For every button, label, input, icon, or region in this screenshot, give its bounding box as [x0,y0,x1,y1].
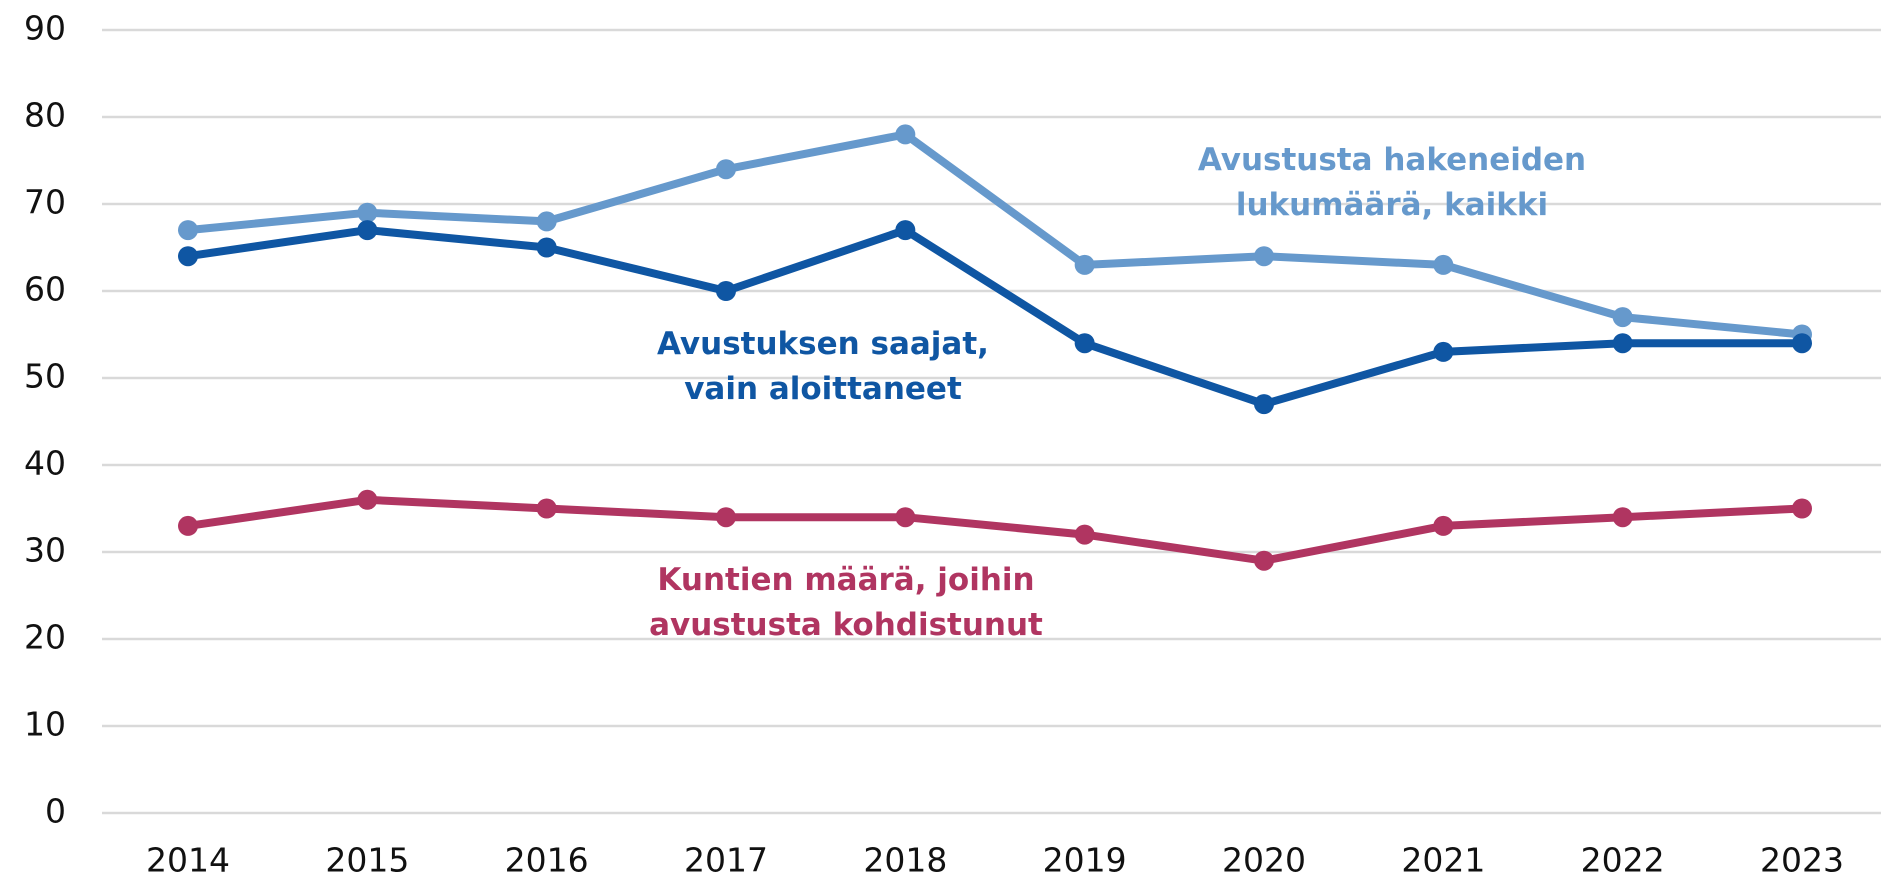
marker [536,498,557,519]
marker [716,281,736,301]
marker [895,124,916,145]
series-line [187,495,1803,565]
series-label: Avustusta hakeneiden lukumäärä, kaikki [1197,142,1587,223]
y-tick-label: 30 [24,531,66,570]
series-line [187,130,1803,339]
series-label: Avustuksen saajat, vain aloittaneet [657,326,989,407]
marker [1254,550,1274,571]
y-tick-label: 50 [24,357,66,396]
x-tick-label: 2019 [1043,841,1127,880]
y-tick-label: 20 [24,618,66,657]
x-tick-label: 2022 [1581,841,1665,880]
marker [178,246,198,267]
x-tick-label: 2018 [863,841,947,880]
x-tick-label: 2014 [146,841,230,880]
marker [1792,498,1812,519]
marker [536,211,557,232]
marker [357,202,378,223]
y-tick-label: 80 [24,96,66,135]
x-tick-label: 2015 [325,841,409,880]
y-tick-label: 60 [24,270,66,309]
marker [1254,246,1274,267]
marker [1254,394,1274,415]
marker [357,489,378,510]
marker [1433,515,1454,536]
marker [1792,333,1812,354]
x-tick-label: 2016 [505,841,589,880]
y-tick-label: 90 [24,9,66,48]
series-line [187,226,1802,409]
x-tick-label: 2020 [1222,841,1306,880]
x-tick-label: 2017 [684,841,768,880]
marker [1433,341,1454,362]
marker [1074,254,1095,275]
marker [178,515,198,536]
marker [536,237,557,258]
y-tick-label: 40 [24,444,66,483]
marker [178,220,198,241]
x-tick-label: 2021 [1401,841,1485,880]
y-tick-label: 10 [24,705,66,744]
marker [1074,333,1095,354]
y-tick-label: 70 [24,183,66,222]
marker [895,220,916,241]
x-tick-label: 2023 [1760,841,1844,880]
marker [716,159,736,180]
marker [1612,307,1633,328]
marker [1433,254,1454,275]
marker [895,507,916,528]
marker [716,507,736,528]
marker [357,220,378,241]
marker [1074,524,1095,545]
marker [1612,333,1633,354]
y-tick-label: 0 [45,792,66,831]
series-label: Kuntien määrä, joihin avustusta kohdistu… [649,562,1043,643]
marker [1612,507,1633,528]
